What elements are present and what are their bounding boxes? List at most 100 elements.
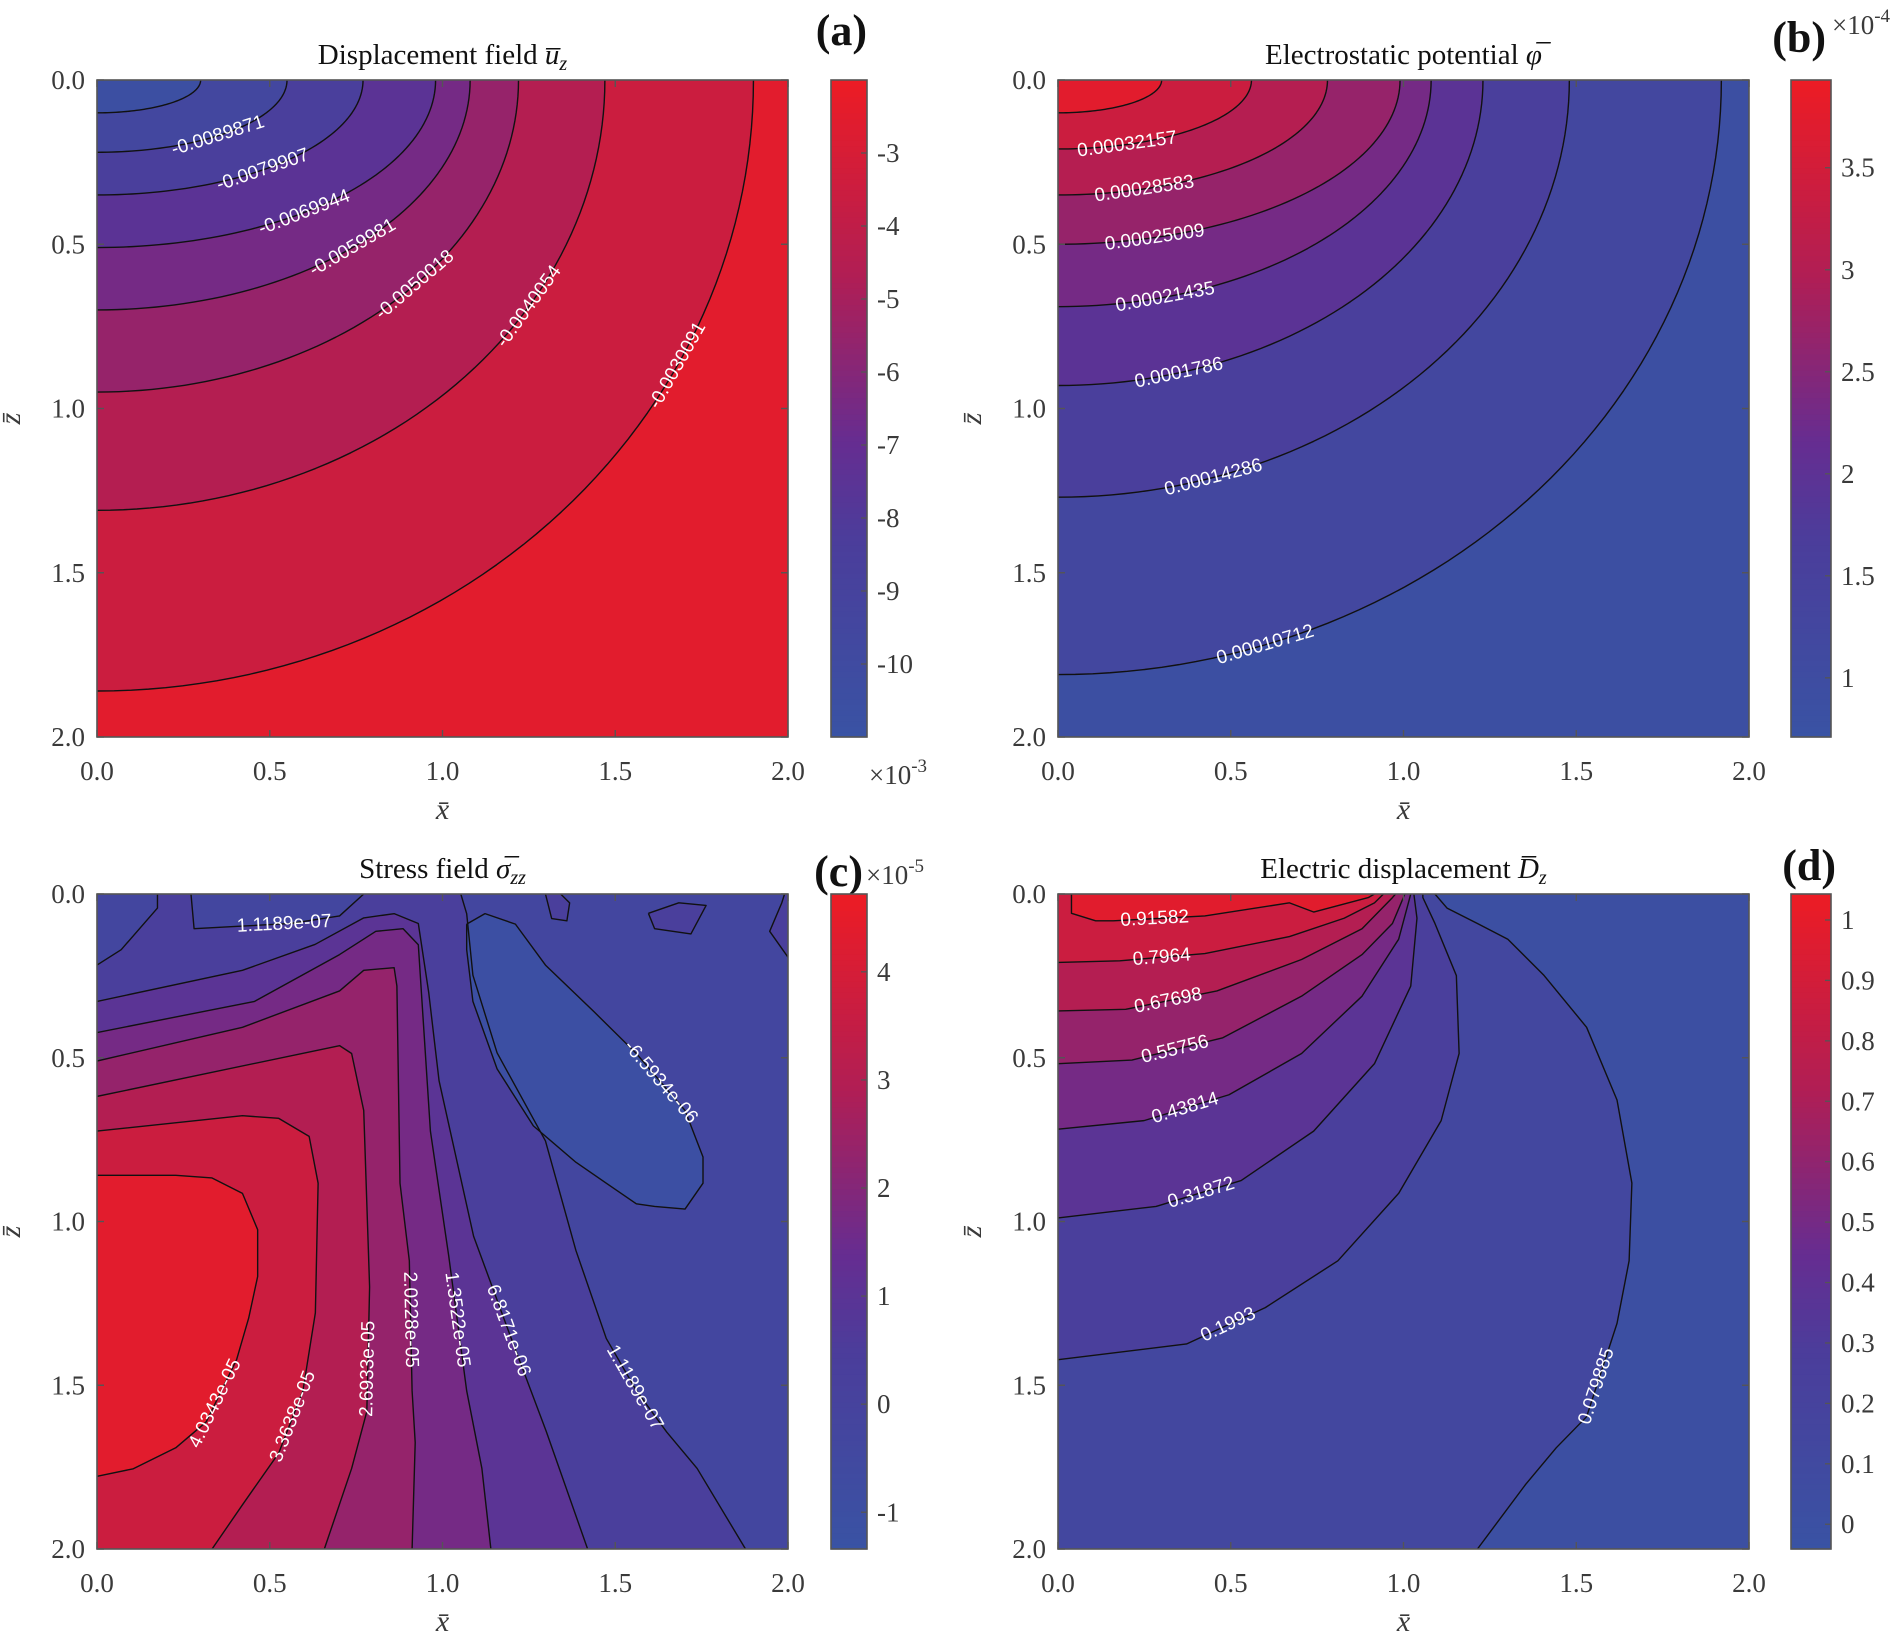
x-tick-label: 2.0 [771, 1568, 805, 1598]
contour-line [97, 80, 437, 249]
colorbar-strip [831, 485, 867, 492]
colorbar-strip [1791, 671, 1831, 678]
colorbar-multiplier: ×10-3 [869, 756, 927, 790]
y-tick-label: 1.5 [51, 1370, 85, 1400]
contour-fill-band [1058, 80, 1162, 113]
colorbar-strip [831, 649, 867, 656]
colorbar-strip [1791, 986, 1831, 993]
colorbar-strip [831, 271, 867, 278]
colorbar-strip [1791, 1123, 1831, 1130]
chart-title: Stress field σ̅zz [359, 853, 526, 889]
colorbar-strip [831, 1336, 867, 1343]
colorbar-multiplier-base: ×10 [869, 760, 911, 790]
colorbar-strip [831, 1330, 867, 1337]
colorbar-tick-label: -8 [877, 503, 900, 533]
colorbar-strip [1791, 545, 1831, 552]
contour-fill-region [466, 913, 704, 1210]
contour-line [768, 894, 788, 958]
colorbar-strip [1791, 1199, 1831, 1206]
colorbar-tick-label: -3 [877, 138, 900, 168]
colorbar-strip [1791, 1374, 1831, 1381]
colorbar-strip [831, 403, 867, 410]
x-tick-label: 0.0 [80, 756, 114, 786]
colorbar-strip [831, 419, 867, 426]
colorbar-strip [1791, 90, 1831, 98]
colorbar-strip [831, 638, 867, 645]
colorbar-strip [1791, 419, 1831, 426]
colorbar-strip [831, 910, 867, 917]
colorbar-strip [831, 359, 867, 366]
colorbar-strip [1791, 1188, 1831, 1195]
colorbar-strip [831, 943, 867, 950]
contour-line [97, 1044, 371, 1549]
colorbar-strip [1791, 80, 1831, 87]
colorbar-strip [831, 937, 867, 944]
colorbar-strip [831, 1025, 867, 1032]
colorbar-strip [1791, 687, 1831, 694]
colorbar-strip [831, 600, 867, 607]
colorbar-strip [831, 468, 867, 475]
colorbar-strip [1791, 1003, 1831, 1010]
colorbar-strip [1791, 1368, 1831, 1375]
colorbar-strip [1791, 649, 1831, 656]
colorbar-strip [831, 1456, 867, 1463]
colorbar-strip [831, 101, 867, 108]
colorbar-strip [831, 200, 867, 207]
colorbar-strip [1791, 211, 1831, 218]
colorbar-strip [1791, 1303, 1831, 1310]
colorbar-strip [831, 894, 867, 901]
colorbar-strip [1791, 194, 1831, 202]
colorbar-strip [1791, 1145, 1831, 1152]
colorbar-strip [831, 726, 867, 733]
colorbar-strip [831, 1003, 867, 1010]
colorbar-strip [831, 173, 867, 180]
colorbar-strip [831, 1276, 867, 1283]
colorbar-strip [831, 986, 867, 993]
contour-label: 2.6933e-05 [356, 1321, 379, 1418]
contour-line [1058, 80, 1571, 498]
colorbar-strip [1791, 468, 1831, 475]
colorbar-strip [1791, 320, 1831, 327]
colorbar-strip [1791, 326, 1831, 333]
colorbar-tick-label: 3 [877, 1065, 891, 1095]
colorbar-strip [1791, 539, 1831, 546]
contour-fill-region [190, 894, 364, 929]
colorbar-frame [830, 893, 868, 1550]
colorbar-strip [1791, 1095, 1831, 1103]
colorbar-strip [1791, 1019, 1831, 1026]
colorbar-strip [831, 1068, 867, 1075]
colorbar-strip [1791, 309, 1831, 317]
colorbar-strip [1791, 1336, 1831, 1343]
colorbar-strip [831, 167, 867, 174]
colorbar-strip [831, 1112, 867, 1119]
colorbar-strip [831, 112, 867, 119]
colorbar-strip [1791, 904, 1831, 911]
y-tick-label: 1.5 [1012, 1370, 1046, 1400]
colorbar-strip [1791, 1117, 1831, 1124]
colorbar-strip [831, 90, 867, 98]
colorbar-strip [1791, 386, 1831, 393]
colorbar-strip [831, 1439, 867, 1446]
contour-line [1434, 894, 1633, 1549]
colorbar-strip [1791, 1494, 1831, 1501]
colorbar-strip [831, 1161, 867, 1168]
plot-area: -0.0089871-0.0079907-0.0069944-0.0059981… [97, 80, 788, 737]
colorbar-strip [831, 1538, 867, 1545]
colorbar-frame [1790, 79, 1832, 738]
y-tick-label: 0.5 [51, 1043, 85, 1073]
y-tick-label: 1.0 [51, 394, 85, 424]
colorbar-strip [831, 676, 867, 683]
colorbar-strip [1791, 572, 1831, 579]
colorbar-strip [1791, 1008, 1831, 1015]
colorbar-strip [1791, 1467, 1831, 1474]
colorbar-strip [1791, 1543, 1831, 1550]
colorbar-strip [1791, 1161, 1831, 1168]
colorbar-strip [1791, 556, 1831, 563]
colorbar-strip [831, 1357, 867, 1365]
colorbar-strip [1791, 364, 1831, 371]
colorbar-strip [831, 915, 867, 922]
colorbar-strip [831, 315, 867, 322]
colorbar-strip [831, 534, 867, 541]
colorbar-strip [831, 671, 867, 678]
